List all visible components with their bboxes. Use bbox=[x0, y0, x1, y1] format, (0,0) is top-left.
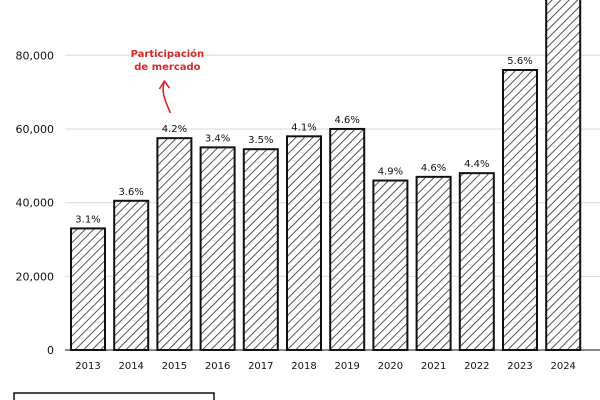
x-axis-categories: 2013 2014 2015 2016 2017 2018 2019 2020 2021 2022… bbox=[75, 361, 576, 372]
annotation-text-line: de mercado bbox=[134, 62, 200, 73]
bar-2024 bbox=[545, 0, 582, 351]
bar-2015 bbox=[156, 137, 193, 351]
data-label-2021: 4.6% bbox=[421, 163, 446, 174]
bar-2014 bbox=[113, 199, 150, 351]
data-label-2014: 3.6% bbox=[118, 187, 143, 198]
y-axis-ticks: 0 20,000 40,000 60,000 80,000 bbox=[16, 49, 55, 357]
bar-2020 bbox=[372, 179, 409, 351]
annotation-arrow-head bbox=[158, 80, 171, 90]
x-tick-label-2023: 2023 bbox=[507, 361, 532, 372]
market-share-annotation: Participación de mercado bbox=[131, 48, 205, 114]
x-tick-label-2020: 2020 bbox=[378, 361, 403, 372]
x-tick-label-2015: 2015 bbox=[162, 361, 187, 372]
x-tick-label-2016: 2016 bbox=[205, 361, 230, 372]
data-label-2017: 3.5% bbox=[248, 135, 273, 146]
x-tick-label-2017: 2017 bbox=[248, 361, 273, 372]
bar-2019 bbox=[329, 127, 366, 351]
data-label-2019: 4.6% bbox=[334, 115, 359, 126]
data-label-2018: 4.1% bbox=[291, 122, 316, 133]
bar-2023 bbox=[502, 69, 538, 351]
y-tick-label: 0 bbox=[47, 344, 54, 357]
y-tick-label: 40,000 bbox=[16, 197, 55, 210]
x-tick-label-2024: 2024 bbox=[550, 361, 575, 372]
data-label-2022: 4.4% bbox=[464, 159, 489, 170]
x-tick-label-2021: 2021 bbox=[421, 361, 446, 372]
bar-2022 bbox=[458, 172, 495, 351]
bar-2013 bbox=[70, 227, 106, 351]
legend-box bbox=[13, 392, 215, 400]
bar-2021 bbox=[415, 175, 452, 351]
data-label-2016: 3.4% bbox=[205, 133, 230, 144]
bar-2017 bbox=[242, 148, 279, 351]
bar-2018 bbox=[286, 135, 322, 351]
x-tick-label-2013: 2013 bbox=[75, 361, 100, 372]
y-tick-label: 80,000 bbox=[16, 49, 55, 62]
x-tick-label-2022: 2022 bbox=[464, 361, 489, 372]
data-label-2020: 4.9% bbox=[378, 167, 403, 178]
x-tick-label-2019: 2019 bbox=[334, 361, 359, 372]
y-tick-label: 60,000 bbox=[16, 123, 55, 136]
annotation-text-line: Participación bbox=[131, 48, 205, 60]
x-tick-label-2014: 2014 bbox=[118, 361, 143, 372]
data-labels: 3.1% 3.6% 4.2% 3.4% 3.5% 4.1% 4.6% 4.9% 4.6% 4.4%… bbox=[75, 56, 532, 225]
bars bbox=[70, 0, 582, 351]
y-tick-label: 20,000 bbox=[16, 270, 55, 283]
bar-2016 bbox=[199, 146, 236, 351]
x-tick-label-2018: 2018 bbox=[291, 361, 316, 372]
data-label-2015: 4.2% bbox=[162, 124, 187, 135]
annotation-arrow-shaft bbox=[162, 81, 172, 114]
data-label-2013: 3.1% bbox=[75, 214, 100, 225]
data-label-2023: 5.6% bbox=[507, 56, 532, 67]
